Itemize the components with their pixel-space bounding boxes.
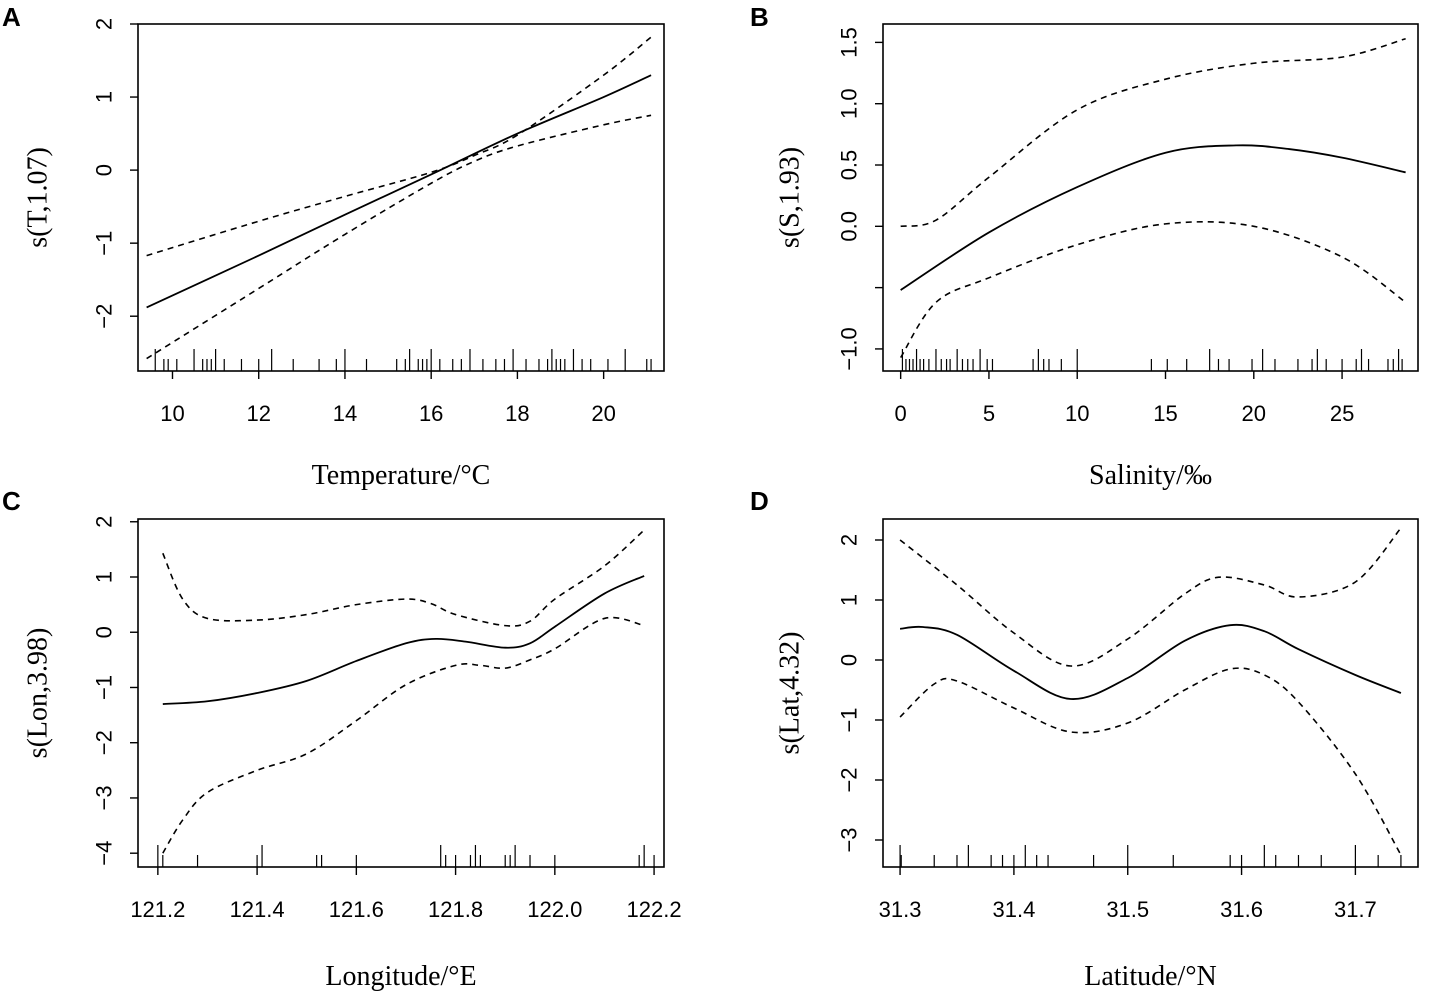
x-tick-label-c: 121.8 [428, 897, 483, 922]
rug-b [901, 349, 1403, 371]
panel-letter-b: B [750, 2, 769, 32]
x-tick-label-b: 20 [1242, 401, 1266, 426]
chart-panel-a: A10 12 14 16 18 20−2−1012Temperature/°Cs(T,1.… [2, 2, 665, 491]
y-tick-label-b: 1.5 [837, 27, 862, 58]
series-upper-line-d [899, 527, 1402, 667]
panel-letter-d: D [750, 486, 769, 516]
x-tick-label-d: 31.5 [1106, 897, 1149, 922]
y-tick-label-d: −2 [837, 767, 862, 792]
chart-panel-d: D 31.3 31.4 31.5 31.6 31.7 −3 −2 −1 0 1 2 Latitude/°… [750, 486, 1419, 992]
chart-panel-c: C 121.2 121.4 121.6 121.8 122.0 122.2 −4 −3 −2 −1 0… [2, 486, 682, 992]
y-tick-label-c: −2 [92, 730, 117, 755]
series-fit-line-d [899, 623, 1402, 700]
panel-letter-c: C [2, 486, 21, 516]
y-tick-label-b: 0.0 [837, 211, 862, 242]
chart-panel-b: B 0 5 10 15 20 25 −1.0 0.0 0.5 1.0 1.5 Salinity/‰ s(S… [750, 2, 1419, 491]
x-axis-title-c: Longitude/°E [325, 961, 476, 992]
y-tick-label-c: −3 [92, 785, 117, 810]
plot-frame-d [882, 518, 1419, 868]
x-tick-label-c: 121.4 [230, 897, 285, 922]
series-lower-line-d [899, 667, 1402, 856]
series-lower-line-a [146, 114, 652, 360]
series-upper-line-b [900, 37, 1406, 228]
y-tick-label-d: 1 [837, 594, 862, 606]
y-tick-label-c: 2 [92, 516, 117, 528]
series-upper-line-c [162, 529, 645, 627]
rug-d [899, 845, 1402, 867]
series-lower-line-c [162, 616, 645, 854]
x-tick-label-b: 5 [983, 401, 995, 426]
panel-letter-a: A [2, 2, 21, 32]
y-axis-title-c: s(Lon,3.98) [23, 628, 54, 759]
plot-frame-b [882, 23, 1419, 372]
y-axis-title-b: s(S,1.93) [775, 147, 806, 248]
y-tick-label-d: −1 [837, 707, 862, 732]
x-tick-label-a: 14 [333, 401, 357, 426]
y-tick-label-a: 1 [92, 91, 117, 103]
x-axis-title-d: Latitude/°N [1084, 961, 1217, 992]
series-lower-line-b [899, 221, 1407, 358]
x-tick-label-c: 121.2 [130, 897, 185, 922]
y-tick-label-d: 0 [837, 654, 862, 666]
x-tick-label-a: 20 [591, 401, 615, 426]
series-fit-line-a [146, 74, 652, 309]
plot-frame-a [137, 23, 665, 372]
x-tick-label-c: 122.2 [627, 897, 682, 922]
rug-a [154, 349, 652, 371]
y-tick-label-c: −4 [92, 841, 117, 866]
y-tick-label-c: 0 [92, 626, 117, 638]
y-tick-label-c: 1 [92, 571, 117, 583]
x-axis-title-a: Temperature/°C [312, 460, 491, 491]
x-tick-label-b: 0 [895, 401, 907, 426]
y-tick-label-c: −1 [92, 675, 117, 700]
y-tick-label-b: 0.5 [837, 150, 862, 181]
y-tick-label-b: −1.0 [837, 327, 862, 370]
x-tick-label-d: 31.7 [1334, 897, 1377, 922]
x-tick-label-a: 12 [246, 401, 270, 426]
rug-c [157, 845, 655, 867]
y-tick-label-d: −3 [837, 827, 862, 852]
x-tick-label-d: 31.6 [1220, 897, 1263, 922]
y-tick-label-b: 1.0 [837, 88, 862, 119]
x-tick-label-a: 10 [160, 401, 184, 426]
x-axis-title-b: Salinity/‰ [1089, 460, 1212, 491]
x-tick-label-a: 18 [505, 401, 529, 426]
series-fit-line-c [162, 575, 645, 705]
plot-frame-c [137, 518, 665, 868]
x-tick-label-d: 31.3 [879, 897, 922, 922]
x-tick-label-b: 25 [1330, 401, 1354, 426]
y-axis-title-d: s(Lat,4.32) [775, 632, 806, 755]
x-tick-label-d: 31.4 [992, 897, 1035, 922]
x-tick-label-b: 15 [1153, 401, 1177, 426]
y-tick-label-d: 2 [837, 534, 862, 546]
y-tick-label-a: 0 [92, 164, 117, 176]
x-tick-label-b: 10 [1065, 401, 1089, 426]
series-upper-line-a [146, 36, 652, 257]
x-tick-label-c: 121.6 [329, 897, 384, 922]
y-tick-label-a: 2 [92, 18, 117, 30]
series-fit-line-b [900, 144, 1406, 291]
y-tick-label-a: −1 [92, 231, 117, 256]
y-tick-label-a: −2 [92, 304, 117, 329]
x-tick-label-c: 122.0 [527, 897, 582, 922]
x-tick-label-a: 16 [419, 401, 443, 426]
y-axis-title-a: s(T,1.07) [23, 147, 54, 248]
